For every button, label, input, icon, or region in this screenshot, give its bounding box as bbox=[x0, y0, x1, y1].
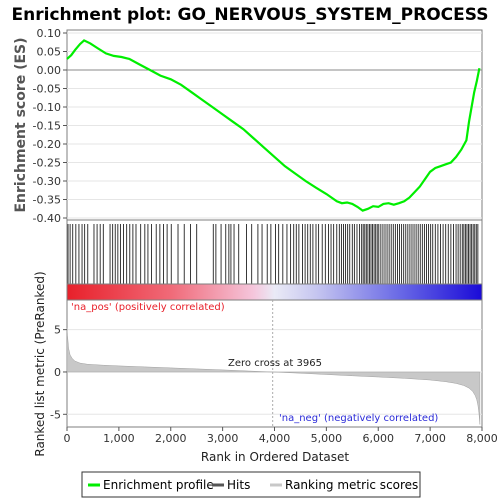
ranking-metric-area bbox=[66, 327, 481, 425]
legend-enrichment-label: Enrichment profile bbox=[103, 478, 214, 492]
es-tick-label: -0.30 bbox=[33, 175, 61, 188]
hits-panel bbox=[66, 219, 483, 285]
es-tick-label: 0.05 bbox=[37, 46, 62, 59]
enrichment-profile-line bbox=[66, 39, 481, 212]
es-tick-label: -0.25 bbox=[33, 157, 61, 170]
es-tick-label: -0.10 bbox=[33, 101, 61, 114]
pos-correlated-label: 'na_pos' (positively correlated) bbox=[71, 302, 225, 313]
legend-box bbox=[81, 471, 421, 498]
neg-correlated-label: 'na_neg' (negatively correlated) bbox=[279, 413, 438, 424]
metric-y-tick-label: 5 bbox=[54, 324, 61, 337]
x-tick-label: 5,000 bbox=[311, 432, 343, 445]
x-tick-label: 6,000 bbox=[363, 432, 395, 445]
es-tick-label: 0.10 bbox=[37, 27, 62, 40]
metric-y-axis-ticks: 5 0 -5 bbox=[50, 324, 67, 421]
zero-cross-label: Zero cross at 3965 bbox=[228, 358, 322, 369]
metric-y-tick-label: 0 bbox=[54, 366, 61, 379]
x-tick-label: 7,000 bbox=[414, 432, 446, 445]
x-tick-label: 4,000 bbox=[259, 432, 291, 445]
metric-y-axis-label: Ranked list metric (PreRanked) bbox=[33, 271, 47, 456]
x-tick-label: 1,000 bbox=[103, 432, 135, 445]
es-tick-label: -0.35 bbox=[33, 194, 61, 207]
x-tick-label: 3,000 bbox=[207, 432, 239, 445]
metric-x-axis-ticks: 0 1,000 2,000 3,000 4,000 5,000 6,000 7,000 8,00… bbox=[64, 427, 498, 445]
plot-title: Enrichment plot: GO_NERVOUS_SYSTEM_PROCE… bbox=[12, 5, 489, 25]
es-tick-label: -0.05 bbox=[33, 83, 61, 96]
es-tick-label: 0.00 bbox=[37, 64, 62, 77]
x-tick-label: 2,000 bbox=[155, 432, 187, 445]
metric-y-tick-label: -5 bbox=[50, 408, 61, 421]
legend-hits-label: Hits bbox=[227, 478, 250, 492]
es-tick-label: -0.40 bbox=[33, 212, 61, 225]
es-y-axis-ticks: 0.10 0.05 0.00 -0.05 -0.10 -0.15 -0.20 -0.25 -0.… bbox=[33, 27, 67, 225]
hit-marks bbox=[67, 224, 479, 284]
es-y-axis-label: Enrichment score (ES) bbox=[13, 37, 29, 212]
es-tick-label: -0.15 bbox=[33, 120, 61, 133]
metric-panel bbox=[66, 299, 483, 428]
legend: Enrichment profile Hits Ranking metric s… bbox=[81, 471, 421, 498]
x-axis-label: Rank in Ordered Dataset bbox=[201, 450, 349, 464]
legend-metric-label: Ranking metric scores bbox=[285, 478, 418, 492]
x-tick-label: 8,000 bbox=[466, 432, 498, 445]
x-tick-label: 0 bbox=[64, 432, 71, 445]
es-gridlines bbox=[67, 32, 482, 219]
es-tick-label: -0.20 bbox=[33, 138, 61, 151]
rank-color-bar bbox=[66, 283, 483, 301]
